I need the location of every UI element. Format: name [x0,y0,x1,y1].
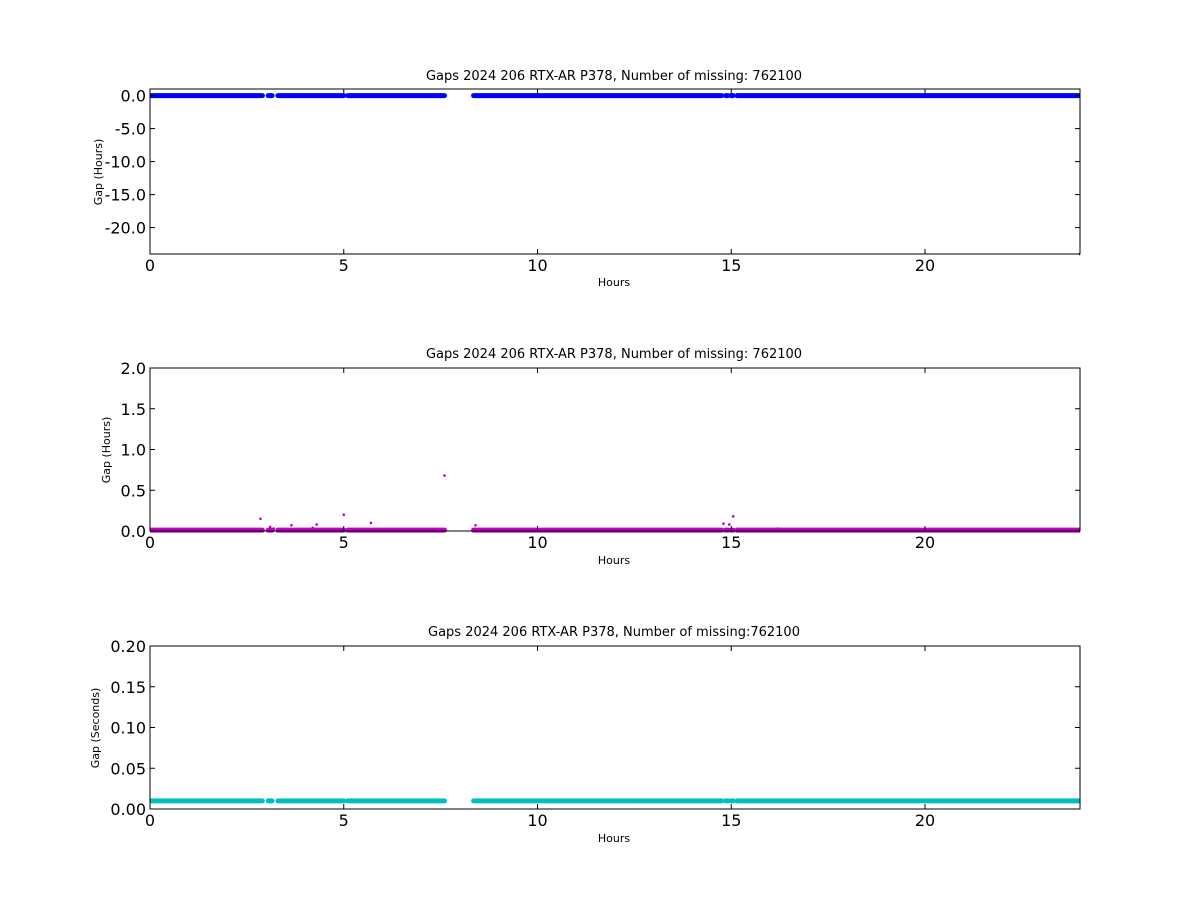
y-tick-label: 2.0 [121,359,146,378]
subplot-3-plot-area [150,646,1080,809]
data-point [805,528,809,531]
x-tick-label: 0 [145,256,155,275]
y-tick-label: -5.0 [115,120,146,139]
y-tick-label: 0.10 [110,719,146,738]
data-point [266,528,270,531]
y-tick-label: 0.05 [110,759,146,778]
subplot-1-series [150,93,1080,256]
x-tick-label: 0 [145,533,155,552]
subplot-3: Gaps 2024 206 RTX-AR P378, Number of mis… [89,625,1081,845]
y-tick-label: 0.00 [110,800,146,819]
y-tick-label: 0.5 [121,481,146,500]
subplot-1-title: Gaps 2024 206 RTX-AR P378, Number of mis… [426,69,802,84]
x-tick-label: 15 [721,533,741,552]
subplot-1-frame [149,88,1081,255]
x-tick-label: 10 [527,533,547,552]
y-tick-label: -20.0 [105,219,146,238]
data-point [731,515,735,518]
data-point [290,523,293,527]
data-point [342,513,346,516]
data-point [268,525,272,529]
data-point [443,474,446,477]
subplot-2-xlabel: Hours [598,554,630,567]
x-tick-label: 5 [339,533,349,552]
subplot-2-title: Gaps 2024 206 RTX-AR P378, Number of mis… [426,347,802,362]
subplot-3-title: Gaps 2024 206 RTX-AR P378, Number of mis… [428,625,800,640]
y-tick-label: 0.0 [121,87,146,106]
x-tick-label: 10 [527,811,547,830]
y-tick-label: 1.0 [121,441,146,460]
data-point [276,528,280,531]
subplot-1: Gaps 2024 206 RTX-AR P378, Number of mis… [92,69,1081,289]
subplot-1-xlabel: Hours [598,276,630,289]
data-point [728,523,731,526]
data-point [315,523,318,526]
data-point [369,521,373,525]
data-point [272,527,276,530]
subplot-2-plot-area [150,368,1080,531]
subplot-3-xlabel: Hours [598,832,630,845]
x-tick-label: 0 [145,811,155,830]
data-point [259,517,262,521]
x-tick-label: 20 [915,811,935,830]
y-tick-label: 0.20 [110,637,146,656]
subplot-1-ylabel: Gap (Hours) [92,139,105,206]
subplot-2-ylabel: Gap (Hours) [100,417,113,484]
x-tick-label: 5 [339,256,349,275]
x-tick-label: 15 [721,256,741,275]
subplot-3-ylabel: Gap (Seconds) [89,688,102,769]
y-tick-label: 1.5 [121,400,146,419]
data-point [338,528,342,531]
data-point [722,522,725,525]
subplot-2-series [150,474,1080,533]
data-point [776,527,780,530]
x-tick-label: 15 [721,811,741,830]
x-tick-label: 5 [339,811,349,830]
x-tick-label: 20 [915,256,935,275]
y-tick-label: 0.15 [110,678,146,697]
y-tick-label: 0.0 [121,522,146,541]
y-tick-label: -15.0 [105,186,146,205]
data-point [474,523,477,527]
data-point [311,526,315,530]
y-tick-label: -10.0 [105,153,146,172]
subplot-1-plot-area [150,89,1080,254]
x-tick-label: 10 [527,256,547,275]
x-tick-label: 20 [915,533,935,552]
subplot-2: Gaps 2024 206 RTX-AR P378, Number of mis… [100,347,1081,567]
data-point [807,528,811,531]
